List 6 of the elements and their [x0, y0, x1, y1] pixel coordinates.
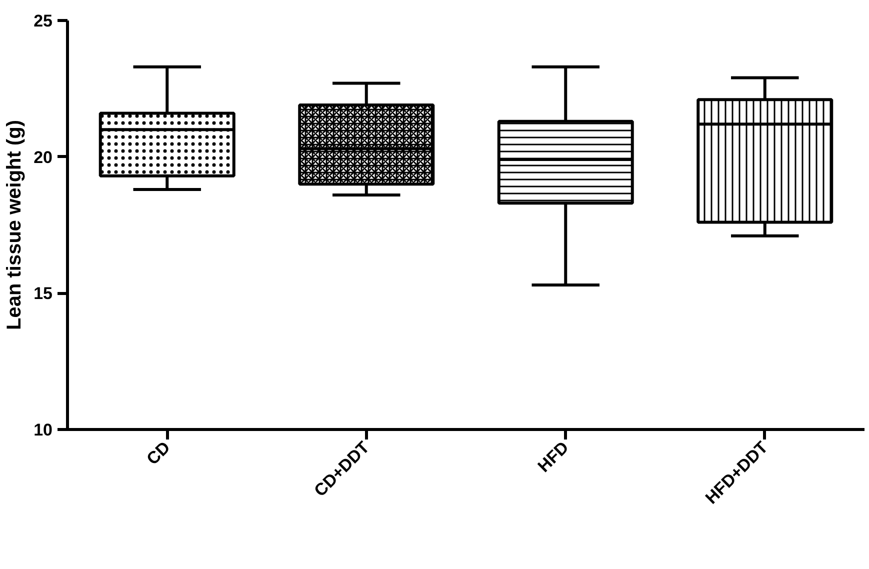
- x-tick-label: CD: [143, 438, 174, 469]
- y-axis-title: Lean tissue weight (g): [4, 120, 26, 330]
- y-tick-label: 25: [34, 12, 53, 30]
- y-tick-label: 20: [34, 148, 53, 167]
- y-tick-label: 10: [34, 420, 53, 440]
- y-tick-label: 15: [34, 284, 53, 304]
